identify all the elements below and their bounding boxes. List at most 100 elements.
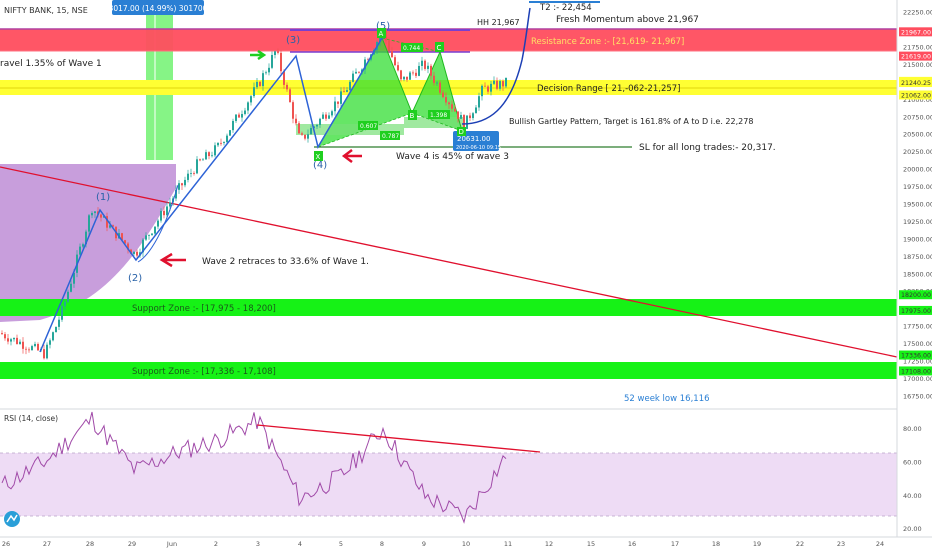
- resistance-zone-label: Resistance Zone :- [21,619- 21,967]: [531, 37, 684, 47]
- t2-label: T2 :- 22,454: [539, 3, 592, 13]
- pattern-point-labels: X A B C D 0.744 0.607 0.787 1.398: [314, 28, 466, 161]
- candle-body: [151, 233, 153, 235]
- candle-body: [355, 71, 357, 74]
- price-highlight-label: 18200.00: [901, 292, 931, 299]
- candle-body: [325, 114, 327, 119]
- candle-body: [313, 126, 315, 129]
- candle-body: [394, 57, 396, 66]
- candle-body: [379, 36, 381, 42]
- candle-body: [52, 332, 54, 341]
- candle-body: [136, 251, 138, 256]
- time-tick-label: 2: [214, 540, 218, 548]
- candle-body: [316, 124, 318, 127]
- candle-body: [235, 114, 237, 121]
- price-highlight-box: [899, 27, 932, 37]
- price-tick-label: 20750.00: [903, 113, 932, 121]
- candle-body: [493, 80, 495, 84]
- candle-body: [196, 159, 198, 174]
- price-tick-label: 18750.00: [903, 253, 932, 261]
- time-tick-label: 26: [2, 540, 10, 548]
- candle-body: [178, 183, 180, 190]
- candle-body: [85, 231, 87, 245]
- candle-body: [367, 59, 369, 61]
- time-tick-label: 15: [587, 540, 595, 548]
- candle-body: [127, 243, 129, 250]
- rsi-trendline: [256, 424, 541, 453]
- time-tick-label: 12: [545, 540, 553, 548]
- wave-4-label: (4): [313, 160, 327, 171]
- price-highlight-label: 21240.25: [901, 80, 931, 87]
- candle-body: [10, 339, 12, 342]
- candle-body: [349, 81, 351, 91]
- candle-body: [229, 130, 231, 136]
- time-tick-label: 24: [876, 540, 884, 548]
- time-tick-label: 11: [504, 540, 512, 548]
- candle-body: [268, 67, 270, 73]
- price-axis: 22250.0022000.0021750.0021500.0021250.00…: [903, 9, 932, 401]
- candle-body: [433, 75, 435, 83]
- decision-range-label: Decision Range [ 21,-062-21,257]: [537, 84, 680, 94]
- candle-body: [298, 123, 300, 134]
- price-tick-label: 20000.00: [903, 166, 932, 174]
- time-tick-label: 23: [837, 540, 845, 548]
- candle-body: [19, 341, 21, 344]
- candle-body: [409, 72, 411, 80]
- candle-body: [214, 145, 216, 156]
- candle-body: [430, 65, 432, 76]
- candle-body: [160, 210, 162, 221]
- price-tick-label: 17250.00: [903, 358, 932, 366]
- candle-body: [301, 133, 303, 135]
- candle-body: [421, 60, 423, 66]
- price-highlight-labels: 21967.0021619.0021257.0021240.2521062.00…: [899, 27, 932, 376]
- candle-body: [169, 202, 171, 207]
- candle-body: [244, 110, 246, 115]
- candle-body: [142, 239, 144, 253]
- candle-body: [13, 337, 15, 340]
- candle-body: [460, 115, 462, 119]
- candle-body: [436, 82, 438, 84]
- candle-body: [487, 86, 489, 92]
- candle-body: [211, 155, 213, 157]
- support-zone-1-band: [0, 299, 897, 316]
- candle-body: [364, 59, 366, 70]
- price-box-value: 20631.00: [457, 135, 490, 143]
- candle-body: [400, 70, 402, 80]
- candle-body: [49, 340, 51, 345]
- candle-body: [499, 81, 501, 89]
- candle-body: [439, 82, 441, 93]
- candle-body: [262, 73, 264, 87]
- point-b-label: B: [410, 112, 415, 120]
- candle-body: [256, 81, 258, 88]
- candle-body: [274, 51, 276, 55]
- candle-body: [448, 102, 450, 105]
- elliott-wave-line: [39, 37, 383, 353]
- price-tick-label: 21500.00: [903, 61, 932, 69]
- candle-body: [469, 115, 471, 119]
- candle-body: [208, 152, 210, 157]
- candle-body: [145, 235, 147, 240]
- candle-body: [220, 142, 222, 144]
- low52-label: 52 week low 16,116: [624, 394, 710, 404]
- candle-body: [223, 142, 225, 143]
- candle-body: [70, 283, 72, 292]
- candle-body: [184, 179, 186, 186]
- price-highlight-label: 17108.00: [901, 368, 931, 375]
- candle-body: [238, 114, 240, 118]
- candle-body: [445, 97, 447, 103]
- candle-body: [34, 343, 36, 347]
- candle-body: [58, 319, 60, 327]
- wave-3-label: (3): [286, 35, 300, 46]
- candle-body: [283, 71, 285, 85]
- candle-body: [103, 216, 105, 218]
- candle-body: [478, 96, 480, 108]
- candle-body: [61, 306, 63, 320]
- price-tick-label: 20250.00: [903, 148, 932, 156]
- candle-body: [100, 214, 102, 218]
- candle-body: [292, 102, 294, 119]
- tradingview-logo[interactable]: [4, 511, 20, 527]
- candle-body: [418, 65, 420, 76]
- candle-body: [442, 92, 444, 98]
- sl-label: SL for all long trades:- 20,317.: [639, 143, 776, 153]
- wave-2-label: (2): [128, 273, 142, 284]
